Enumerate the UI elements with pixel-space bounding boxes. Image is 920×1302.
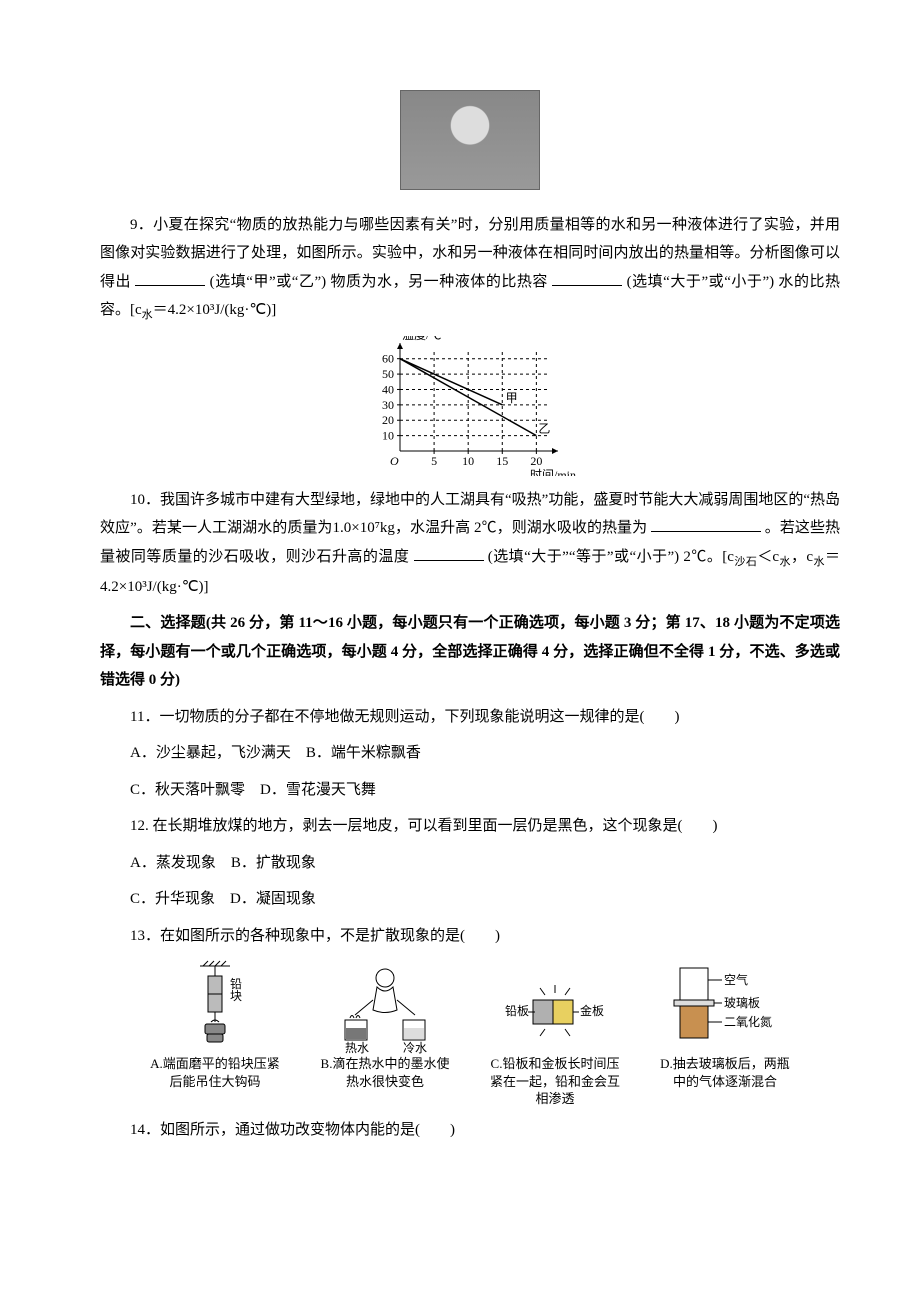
label-cold: 冷水 bbox=[403, 1041, 427, 1055]
label-lead-plate: 铅板 bbox=[505, 1004, 529, 1018]
q9-chart: 1020304050605101520O时间/min温度/℃甲乙 bbox=[100, 336, 840, 476]
label-air: 空气 bbox=[724, 972, 748, 987]
q13-cap-b: B.滴在热水中的墨水使热水很快变色 bbox=[315, 1055, 455, 1090]
q13-item-c: 铅板 金板 C.铅板和金板长时间压紧在一起，铅和金会互相渗透 bbox=[485, 960, 625, 1108]
label-gold-plate: 金板 bbox=[580, 1003, 604, 1018]
q9-hint1: (选填“甲”或“乙”) bbox=[210, 274, 326, 290]
section2-heading: 二、选择题(共 26 分，第 11～16 小题，每小题只有一个正确选项，每小题 … bbox=[100, 609, 840, 695]
svg-text:10: 10 bbox=[382, 429, 394, 443]
q9-hint2: (选填“大于”或“小于”) bbox=[627, 274, 775, 290]
q9-blank1[interactable] bbox=[135, 270, 205, 286]
q13-icon-a: 铅 块 bbox=[145, 960, 285, 1055]
q13-cap-c: C.铅板和金板长时间压紧在一起，铅和金会互相渗透 bbox=[485, 1055, 625, 1108]
q14-stem: 14．如图所示，通过做功改变物体内能的是( ) bbox=[100, 1116, 840, 1145]
svg-text:60: 60 bbox=[382, 352, 394, 366]
svg-text:甲: 甲 bbox=[506, 391, 518, 405]
patient-photo bbox=[400, 90, 540, 190]
q11-stem: 11．一切物质的分子都在不停地做无规则运动，下列现象能说明这一规律的是( ) bbox=[100, 703, 840, 732]
svg-text:20: 20 bbox=[530, 454, 542, 468]
q9-mid: 物质为水，另一种液体的比热容 bbox=[330, 274, 548, 290]
svg-text:时间/min: 时间/min bbox=[530, 468, 576, 476]
q9-sub1: 水 bbox=[142, 309, 153, 321]
q13-cap-d: D.抽去玻璃板后，两瓶中的气体逐渐混合 bbox=[655, 1055, 795, 1090]
q9-tail2: ＝4.2×10³J/(kg·℃)] bbox=[153, 302, 277, 318]
q11-opts1: A．沙尘暴起，飞沙满天 B．端午米粽飘香 bbox=[100, 739, 840, 768]
q13-figure-row: 铅 块 A.端面磨平的铅块压紧后能吊住大钩码 bbox=[100, 960, 840, 1108]
top-photo-wrap bbox=[100, 90, 840, 201]
svg-text:温度/℃: 温度/℃ bbox=[402, 336, 441, 342]
label-no2: 二氧化氮 bbox=[724, 1014, 772, 1029]
q10-sub-water2: 水 bbox=[813, 556, 825, 568]
q13-item-d: 空气 玻璃板 二氧化氮 D.抽去玻璃板后，两瓶中的气体逐渐混合 bbox=[655, 960, 795, 1108]
svg-text:40: 40 bbox=[382, 382, 394, 396]
cooling-chart-svg: 1020304050605101520O时间/min温度/℃甲乙 bbox=[355, 336, 585, 476]
q10-tail2: ，c bbox=[791, 549, 813, 565]
q12-opts1: A．蒸发现象 B．扩散现象 bbox=[100, 849, 840, 878]
svg-text:15: 15 bbox=[496, 454, 508, 468]
q10-blank1[interactable] bbox=[651, 516, 761, 532]
q9-paragraph: 9．小夏在探究“物质的放热能力与哪些因素有关”时，分别用质量相等的水和另一种液体… bbox=[100, 211, 840, 326]
q13-item-b: 热水 冷水 B.滴在热水中的墨水使热水很快变色 bbox=[315, 960, 455, 1108]
label-glass: 玻璃板 bbox=[724, 996, 760, 1010]
svg-text:50: 50 bbox=[382, 367, 394, 381]
q13-icon-c: 铅板 金板 bbox=[485, 960, 625, 1055]
q12-stem: 12. 在长期堆放煤的地方，剥去一层地皮，可以看到里面一层仍是黑色，这个现象是(… bbox=[100, 812, 840, 841]
q13-cap-a: A.端面磨平的铅块压紧后能吊住大钩码 bbox=[145, 1055, 285, 1090]
q9-blank2[interactable] bbox=[552, 270, 622, 286]
q10-mid: ＜c bbox=[757, 549, 779, 565]
label-hot: 热水 bbox=[345, 1041, 369, 1055]
q13-icon-b: 热水 冷水 bbox=[315, 960, 455, 1055]
q12-opts2: C．升华现象 D．凝固现象 bbox=[100, 885, 840, 914]
svg-text:10: 10 bbox=[462, 454, 474, 468]
q10-blank2[interactable] bbox=[414, 545, 484, 561]
svg-text:20: 20 bbox=[382, 413, 394, 427]
q10-sub-sha: 沙石 bbox=[734, 556, 757, 568]
q11-opts2: C．秋天落叶飘零 D．雪花漫天飞舞 bbox=[100, 776, 840, 805]
q10-sub-water: 水 bbox=[779, 556, 791, 568]
q13-stem: 13．在如图所示的各种现象中，不是扩散现象的是( ) bbox=[100, 922, 840, 951]
q13-icon-d: 空气 玻璃板 二氧化氮 bbox=[655, 960, 795, 1055]
svg-text:乙: 乙 bbox=[538, 421, 550, 435]
svg-text:30: 30 bbox=[382, 398, 394, 412]
q10-hint2: (选填“大于”“等于”或“小于”) bbox=[488, 549, 679, 565]
q13-item-a: 铅 块 A.端面磨平的铅块压紧后能吊住大钩码 bbox=[145, 960, 285, 1108]
svg-text:5: 5 bbox=[431, 454, 437, 468]
q10-paragraph: 10．我国许多城市中建有大型绿地，绿地中的人工湖具有“吸热”功能，盛夏时节能大大… bbox=[100, 486, 840, 601]
q10-tail: 2℃。[c bbox=[683, 549, 734, 565]
svg-text:O: O bbox=[390, 454, 399, 468]
svg-text:块: 块 bbox=[230, 989, 242, 1003]
